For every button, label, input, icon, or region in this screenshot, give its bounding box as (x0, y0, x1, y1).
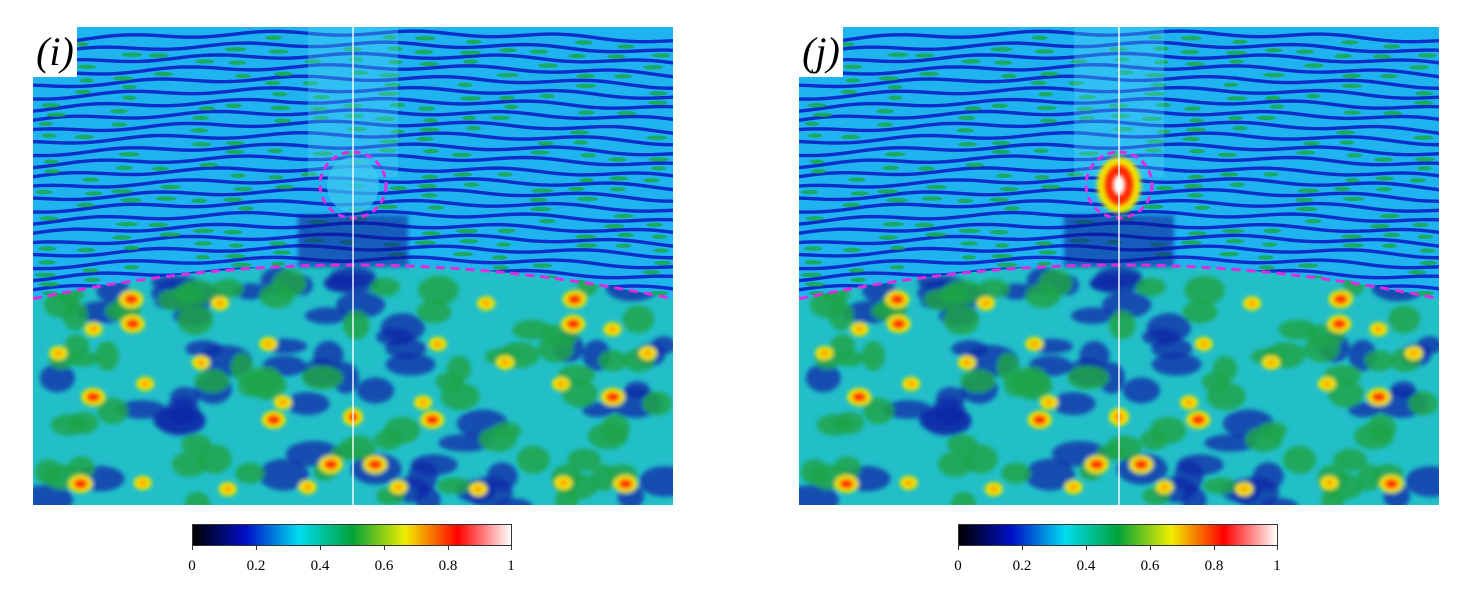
colorbar-tick-label: 0.6 (1140, 558, 1160, 574)
colorbar-gradient (192, 524, 512, 546)
panel-label-i: (i) (33, 27, 77, 77)
colorbar-tick-label: 0.6 (374, 558, 394, 574)
colorbar-tick-label: 0.2 (246, 558, 266, 574)
colorbar-tick-label: 1 (507, 558, 515, 574)
colorbar-tick-label: 0.2 (1012, 558, 1032, 574)
colorbar-tick-label: 0 (188, 558, 196, 574)
colorbar-j: 0 0.2 0.4 0.6 0.8 1 (954, 524, 1281, 576)
field-map-i (33, 27, 673, 505)
field-panel-i: (i) (33, 27, 673, 505)
field-map-j (799, 27, 1439, 505)
colorbar-tick-label: 1 (1273, 558, 1281, 574)
colorbar-tick-label: 0 (954, 558, 962, 574)
colorbar-tick-label: 0.4 (310, 558, 330, 574)
colorbar-tick-label: 0.4 (1076, 558, 1096, 574)
field-panel-j: (j) (799, 27, 1439, 505)
panel-label-j: (j) (799, 27, 843, 77)
colorbar-tick-label: 0.8 (438, 558, 458, 574)
colorbar-gradient (958, 524, 1278, 546)
colorbar-i: 0 0.2 0.4 0.6 0.8 1 (188, 524, 515, 576)
lower-region (799, 265, 1439, 505)
colorbar-tick-label: 0.8 (1204, 558, 1224, 574)
